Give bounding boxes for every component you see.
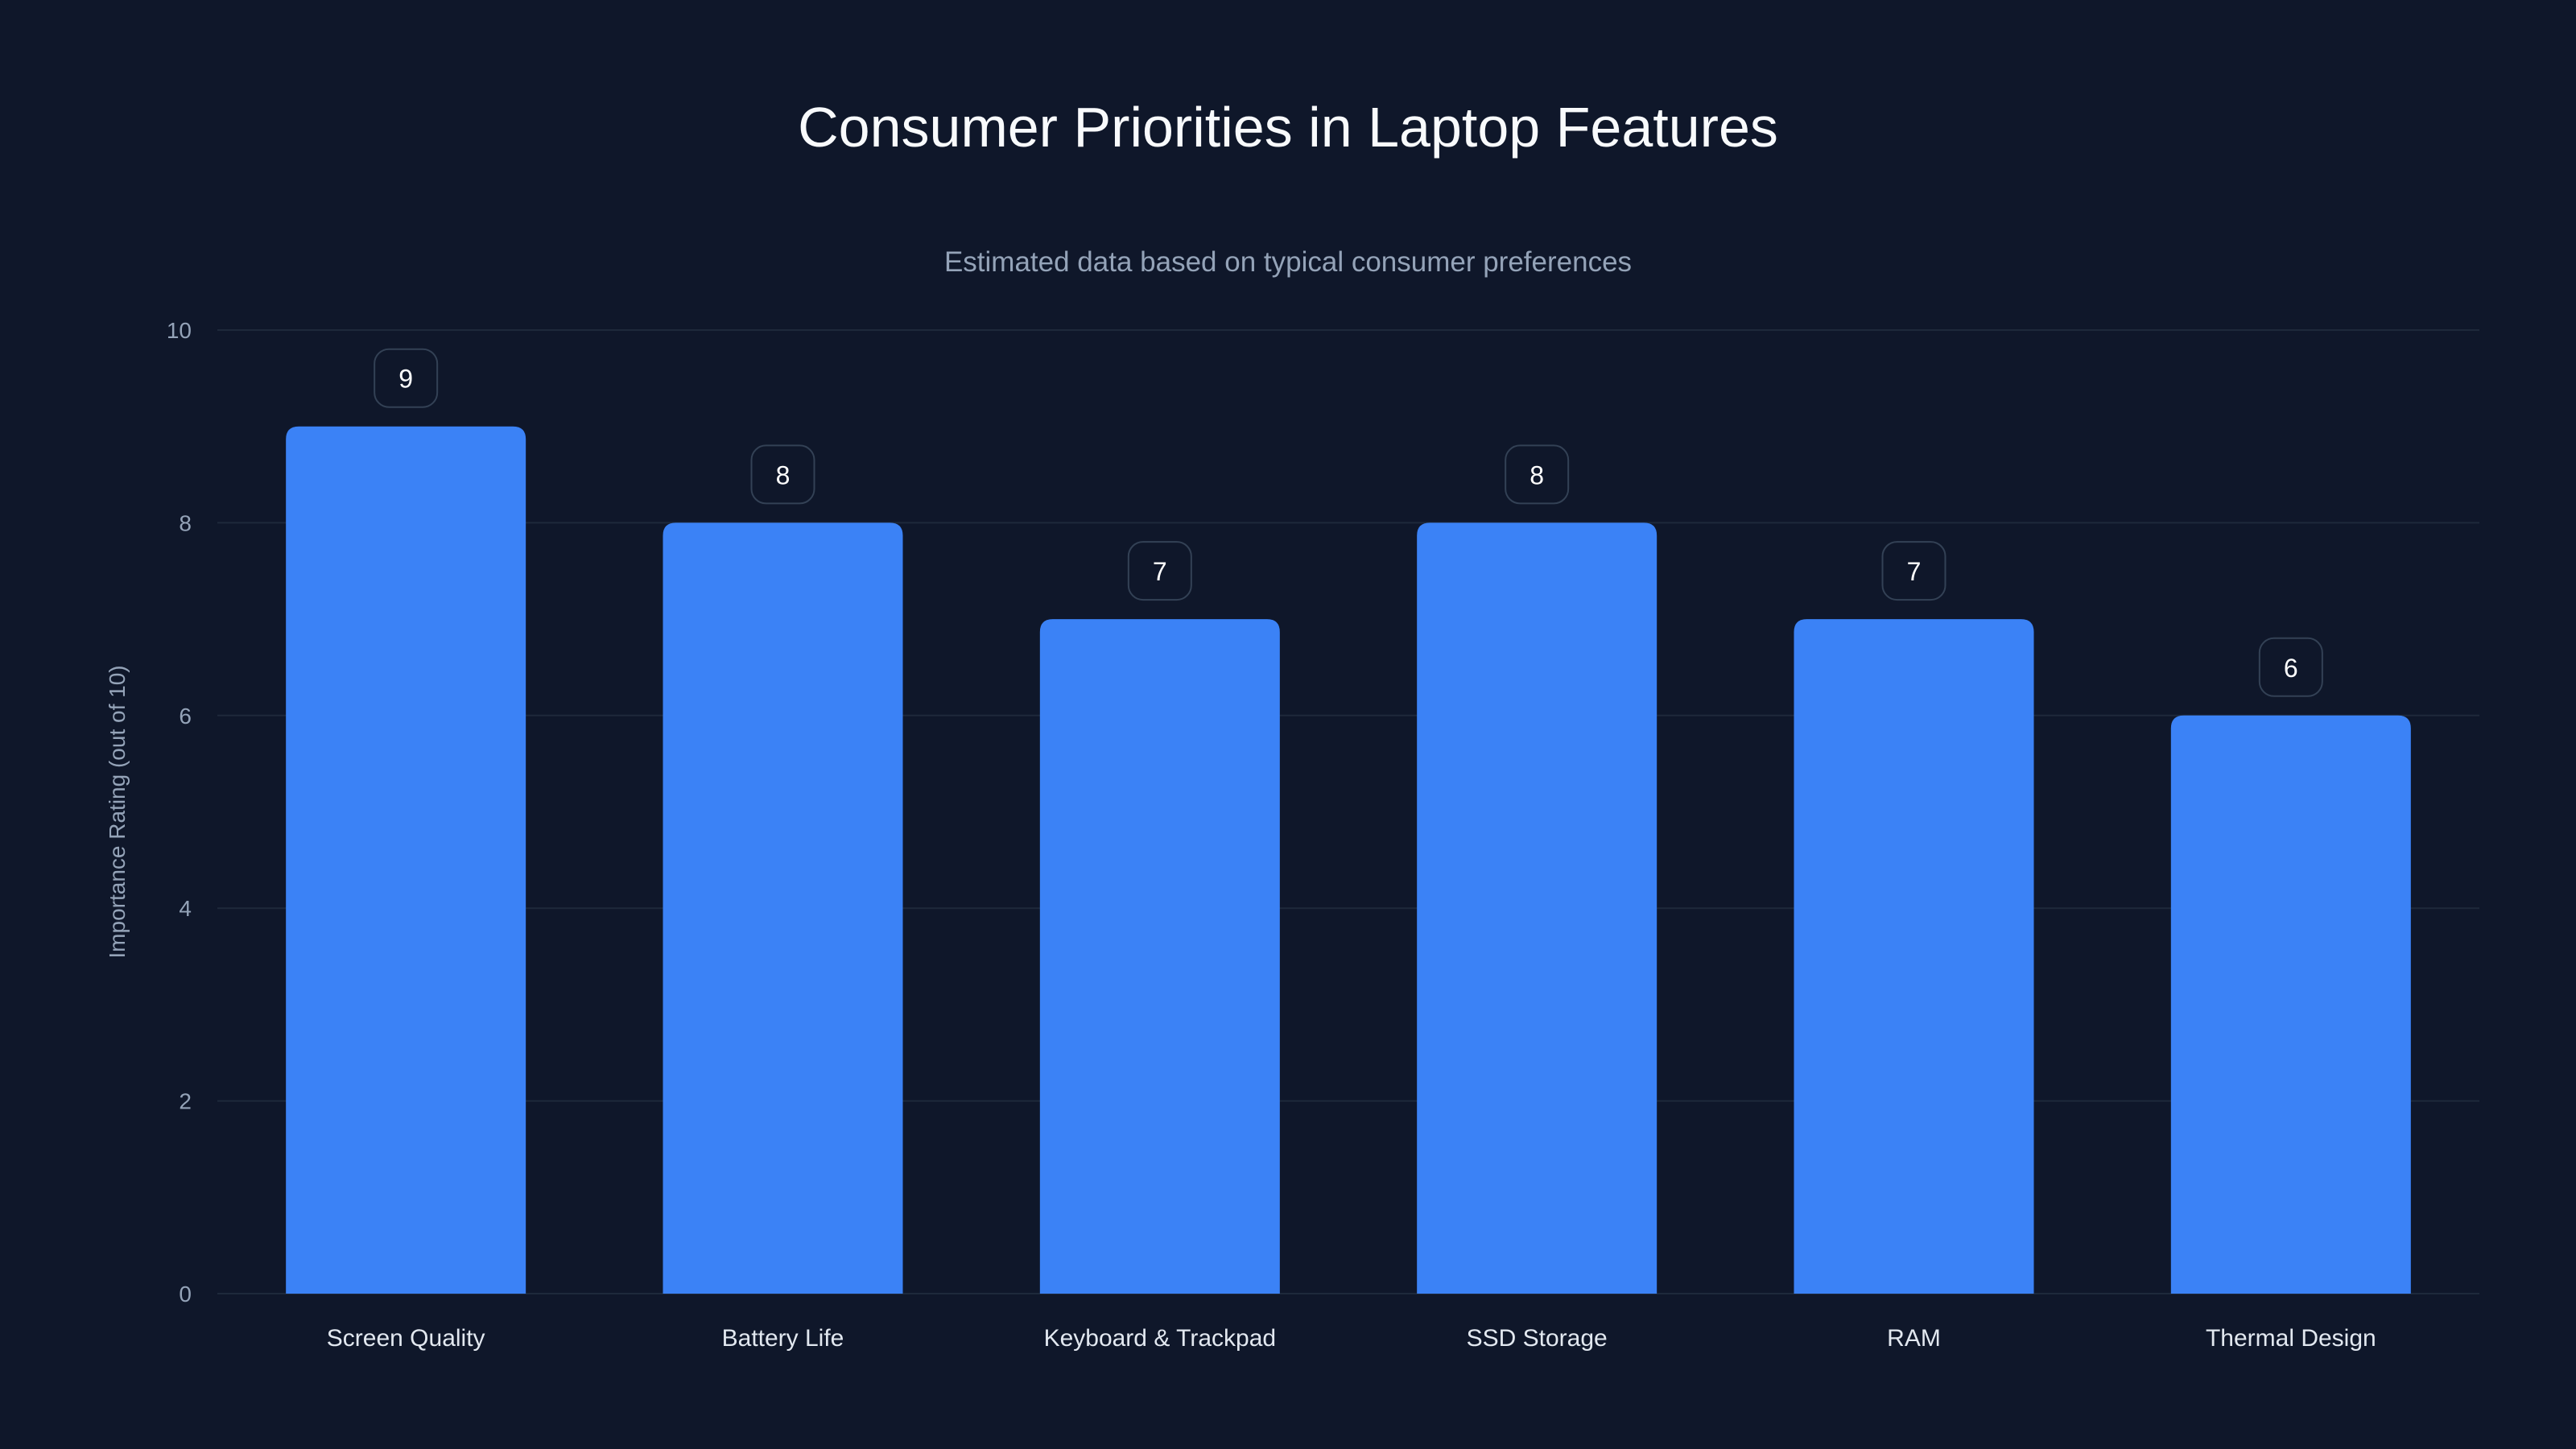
x-tick-label: Keyboard & Trackpad (1044, 1325, 1277, 1352)
bar (2170, 715, 2411, 1294)
chart-title: Consumer Priorities in Laptop Features (798, 96, 1778, 159)
data-label-badge (1881, 541, 1946, 601)
chart-subtitle: Estimated data based on typical consumer… (943, 246, 1633, 278)
data-label: 7 (1153, 557, 1167, 586)
y-tick-label: 2 (179, 1089, 192, 1114)
y-tick-label: 6 (179, 704, 192, 729)
bar (286, 426, 526, 1294)
bar (1039, 619, 1280, 1294)
y-tick-label: 0 (179, 1282, 192, 1307)
y-tick-label: 10 (167, 318, 192, 343)
data-label-badge (1127, 541, 1192, 601)
data-label: 7 (1907, 557, 1922, 586)
x-tick-label: Screen Quality (327, 1325, 485, 1352)
y-tick-label: 8 (179, 510, 192, 535)
data-label: 8 (1530, 460, 1544, 489)
x-tick-label: Battery Life (722, 1325, 844, 1352)
data-label: 8 (776, 460, 791, 489)
x-tick-label: RAM (1887, 1325, 1941, 1352)
data-label: 6 (2284, 654, 2298, 683)
data-label-badge (374, 348, 439, 408)
y-tick-label: 4 (179, 896, 192, 921)
bar (1417, 522, 1657, 1294)
bar (1794, 619, 2034, 1294)
bar (663, 522, 903, 1294)
data-label-badge (750, 444, 815, 505)
x-tick-label: SSD Storage (1467, 1325, 1608, 1352)
data-label-badge (1505, 444, 1570, 505)
y-axis-label: Importance Rating (out of 10) (105, 665, 130, 958)
data-label: 9 (398, 365, 413, 394)
data-label-badge (2258, 637, 2323, 697)
x-tick-label: Thermal Design (2206, 1325, 2376, 1352)
